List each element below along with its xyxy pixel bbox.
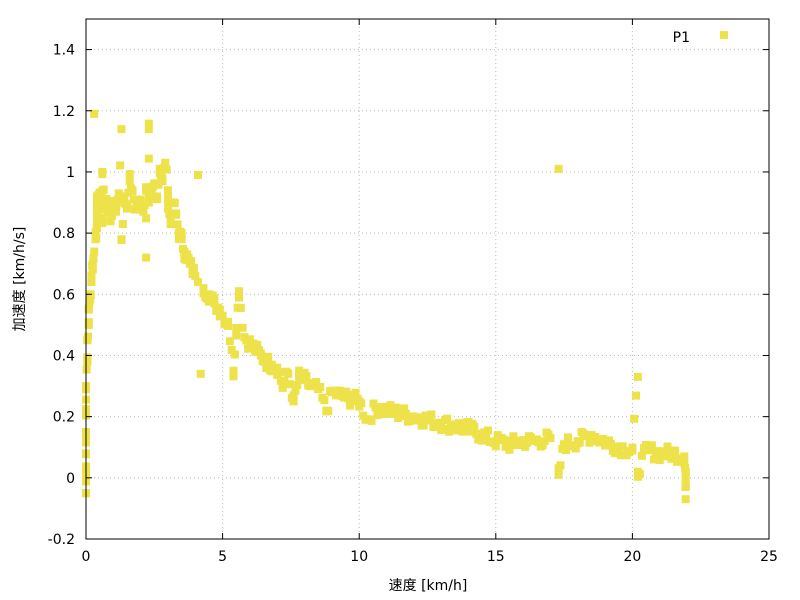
y-tick-label: 0.6: [53, 287, 75, 303]
x-axis-label: 速度 [km/h]: [389, 578, 468, 594]
axis-ticks: 0 5 10 15 20 25 -0.2 0 0.2 0.4 0.6 0.8 1 1.2 1.4: [48, 19, 778, 565]
y-tick-label: 0.2: [53, 410, 75, 426]
y-tick-label: 1.4: [53, 43, 75, 59]
grid-lines: [86, 19, 769, 539]
legend-marker-p1: [720, 31, 728, 39]
legend-label-p1: P1: [673, 30, 690, 46]
legend: P1: [673, 30, 728, 46]
x-tick-label: 5: [218, 549, 227, 565]
x-tick-label: 15: [487, 549, 505, 565]
y-tick-label: 0: [66, 471, 75, 487]
y-tick-label: -0.2: [48, 532, 75, 548]
y-tick-label: 1: [66, 165, 75, 181]
x-tick-label: 0: [82, 549, 91, 565]
y-axis-label: 加速度 [km/h/s]: [12, 227, 28, 332]
y-tick-label: 0.8: [53, 226, 75, 242]
data-points-p1: [82, 109, 690, 504]
y-tick-label: 1.2: [53, 104, 75, 120]
plot-border: [85, 18, 770, 540]
x-tick-label: 10: [350, 549, 368, 565]
x-tick-label: 25: [760, 549, 778, 565]
x-tick-label: 20: [623, 549, 641, 565]
y-tick-label: 0.4: [53, 348, 75, 364]
